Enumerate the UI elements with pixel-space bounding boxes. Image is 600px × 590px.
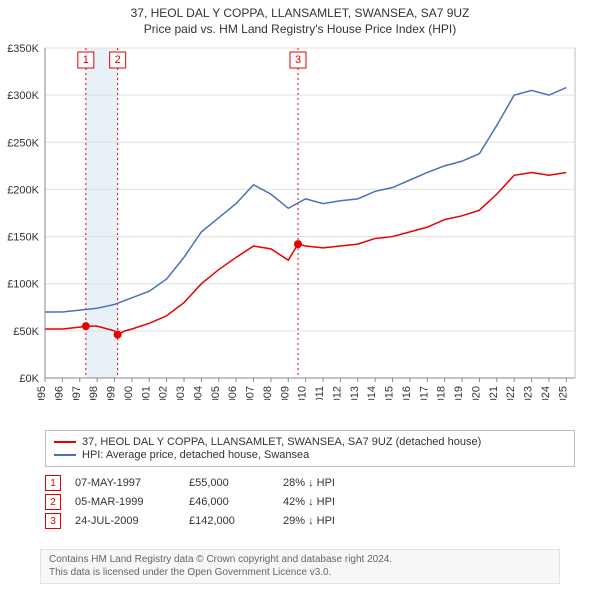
svg-text:2018: 2018 [436, 386, 448, 400]
svg-text:2010: 2010 [297, 386, 309, 400]
svg-text:2022: 2022 [505, 386, 517, 400]
event-date: 05-MAR-1999 [75, 496, 175, 508]
event-diff: 42% ↓ HPI [283, 496, 383, 508]
svg-text:2: 2 [115, 54, 121, 66]
attribution-footer: Contains HM Land Registry data © Crown c… [40, 549, 560, 584]
legend-swatch [54, 454, 76, 456]
svg-text:2005: 2005 [210, 386, 222, 400]
svg-text:2009: 2009 [279, 386, 291, 400]
svg-text:£300K: £300K [7, 90, 39, 102]
svg-text:2001: 2001 [140, 386, 152, 400]
legend: 37, HEOL DAL Y COPPA, LLANSAMLET, SWANSE… [45, 430, 575, 467]
svg-text:1: 1 [83, 54, 89, 66]
event-price: £142,000 [189, 515, 269, 527]
event-marker: 1 [45, 475, 61, 491]
event-table: 1 07-MAY-1997 £55,000 28% ↓ HPI 2 05-MAR-1999… [45, 472, 383, 532]
svg-text:£200K: £200K [7, 184, 39, 196]
svg-text:1996: 1996 [53, 386, 65, 400]
event-price: £46,000 [189, 496, 269, 508]
svg-text:2017: 2017 [418, 386, 430, 400]
svg-text:2023: 2023 [523, 386, 535, 400]
svg-text:£50K: £50K [13, 326, 39, 338]
event-price: £55,000 [189, 477, 269, 489]
svg-text:2011: 2011 [314, 386, 326, 400]
svg-text:£0K: £0K [19, 373, 39, 385]
footer-line-1: Contains HM Land Registry data © Crown c… [49, 554, 551, 567]
svg-text:2020: 2020 [470, 386, 482, 400]
svg-text:2012: 2012 [331, 386, 343, 400]
event-row: 3 24-JUL-2009 £142,000 29% ↓ HPI [45, 513, 383, 529]
svg-text:2024: 2024 [540, 386, 552, 400]
event-row: 1 07-MAY-1997 £55,000 28% ↓ HPI [45, 475, 383, 491]
footer-line-2: This data is licensed under the Open Gov… [49, 567, 551, 580]
svg-text:1995: 1995 [36, 386, 48, 400]
svg-text:2021: 2021 [488, 386, 500, 400]
event-marker: 3 [45, 513, 61, 529]
svg-text:2003: 2003 [175, 386, 187, 400]
svg-text:£100K: £100K [7, 279, 39, 291]
svg-text:2000: 2000 [123, 386, 135, 400]
svg-text:2014: 2014 [366, 386, 378, 400]
svg-text:2025: 2025 [557, 386, 569, 400]
svg-text:2007: 2007 [245, 386, 257, 400]
legend-item: HPI: Average price, detached house, Swan… [54, 449, 566, 461]
event-diff: 28% ↓ HPI [283, 477, 383, 489]
svg-text:2004: 2004 [192, 386, 204, 400]
legend-label: HPI: Average price, detached house, Swan… [82, 449, 309, 461]
svg-text:2013: 2013 [349, 386, 361, 400]
event-diff: 29% ↓ HPI [283, 515, 383, 527]
svg-text:2015: 2015 [384, 386, 396, 400]
svg-text:£350K: £350K [7, 43, 39, 55]
svg-text:1998: 1998 [88, 386, 100, 400]
svg-text:2008: 2008 [262, 386, 274, 400]
svg-text:2006: 2006 [227, 386, 239, 400]
svg-text:£250K: £250K [7, 137, 39, 149]
svg-text:£150K: £150K [7, 232, 39, 244]
legend-label: 37, HEOL DAL Y COPPA, LLANSAMLET, SWANSE… [82, 436, 481, 448]
svg-text:1997: 1997 [71, 386, 83, 400]
event-marker: 2 [45, 494, 61, 510]
svg-text:2016: 2016 [401, 386, 413, 400]
event-date: 24-JUL-2009 [75, 515, 175, 527]
legend-swatch [54, 441, 76, 443]
event-row: 2 05-MAR-1999 £46,000 42% ↓ HPI [45, 494, 383, 510]
svg-text:2019: 2019 [453, 386, 465, 400]
legend-item: 37, HEOL DAL Y COPPA, LLANSAMLET, SWANSE… [54, 436, 566, 448]
price-chart: £0K £50K £100K £150K £200K £250K £300K £350K 1 2 3… [0, 0, 600, 400]
svg-text:1999: 1999 [106, 386, 118, 400]
svg-text:2002: 2002 [158, 386, 170, 400]
svg-text:3: 3 [295, 54, 301, 66]
event-date: 07-MAY-1997 [75, 477, 175, 489]
